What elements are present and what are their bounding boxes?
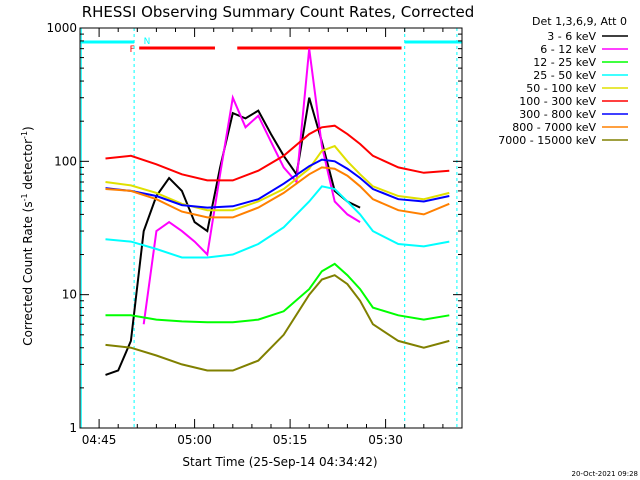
- legend-label: 12 - 25 keV: [533, 56, 596, 69]
- y-tick-label: 10: [62, 288, 77, 302]
- y-label-sup1: -1: [20, 193, 29, 201]
- y-label-end: ): [21, 126, 35, 131]
- legend-label: 7000 - 15000 keV: [498, 134, 596, 147]
- chart-title: RHESSI Observing Summary Count Rates, Co…: [82, 3, 475, 21]
- y-axis-label: Corrected Count Rate (s-1 detector-1): [20, 126, 35, 345]
- series-line-2: [142, 48, 361, 325]
- y-label-main: Corrected Count Rate (s: [21, 201, 35, 345]
- x-axis-label: Start Time (25-Sep-14 04:34:42): [182, 455, 377, 469]
- series-line-8: [105, 166, 450, 219]
- series-line-9: [105, 274, 450, 372]
- legend-label: 100 - 300 keV: [519, 95, 596, 108]
- series-line-7: [105, 158, 450, 209]
- y-tick-label: 1: [69, 421, 77, 435]
- series-line-5: [105, 144, 450, 212]
- legend-label: 6 - 12 keV: [540, 43, 596, 56]
- x-tick-label: 05:15: [273, 433, 308, 447]
- legend-label: 800 - 7000 keV: [512, 121, 596, 134]
- y-tick-label: 1000: [46, 21, 77, 35]
- legend-label: 50 - 100 keV: [526, 82, 596, 95]
- legend-label: 25 - 50 keV: [533, 69, 596, 82]
- legend-label: 3 - 6 keV: [547, 30, 596, 43]
- flare-flag-label: F: [130, 45, 135, 55]
- timestamp: 20-Oct-2021 09:28: [572, 470, 638, 478]
- legend-label: 300 - 800 keV: [519, 108, 596, 121]
- x-tick-label: 04:45: [82, 433, 117, 447]
- series-line-6: [105, 124, 450, 182]
- night-flag-label: N: [144, 37, 151, 47]
- y-label-mid: detector: [21, 139, 35, 194]
- series-line-4: [105, 185, 450, 259]
- x-tick-label: 05:00: [177, 433, 212, 447]
- legend-title: Det 1,3,6,9, Att 0: [532, 15, 627, 28]
- series-line-1: [105, 97, 361, 376]
- series-line-3: [105, 262, 450, 324]
- x-tick-label: 05:30: [368, 433, 403, 447]
- y-label-sup2: -1: [20, 131, 29, 139]
- y-tick-label: 100: [54, 154, 77, 168]
